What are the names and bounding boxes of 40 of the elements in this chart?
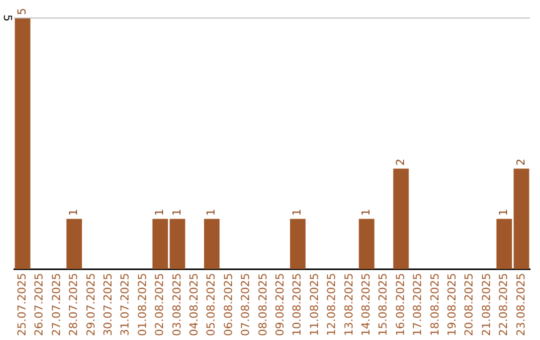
x-tick-label: 23.08.2025 [514,273,528,336]
data-label: 2 [394,158,407,166]
data-label: 1 [359,208,372,216]
x-tick-label: 31.07.2025 [118,273,132,336]
x-tick-label: 28.07.2025 [67,273,80,336]
x-tick-label: 06.08.2025 [222,273,235,336]
x-tick-label: 20.08.2025 [462,273,476,336]
x-tick-label: 09.08.2025 [273,273,286,336]
x-tick-label: 04.08.2025 [187,273,200,336]
x-tick-label: 03.08.2025 [170,273,184,336]
x-tick-label: 07.08.2025 [239,273,252,336]
x-tick-label: 15.08.2025 [376,273,390,336]
x-tick-label: 12.08.2025 [325,273,338,336]
x-tick-label: 18.08.2025 [428,273,442,336]
x-tick-label: 19.08.2025 [445,273,458,336]
data-label: 1 [67,208,80,216]
data-label: 1 [497,208,510,216]
x-tick-label: 25.07.2025 [15,273,28,336]
x-tick-label: 11.08.2025 [308,273,321,336]
x-tick-label: 02.08.2025 [153,273,166,336]
data-label: 1 [153,208,166,216]
x-tick-label: 10.08.2025 [290,273,304,336]
x-tick-label: 13.08.2025 [342,273,356,336]
x-tick-label: 26.07.2025 [32,273,46,336]
x-tick-label: 05.08.2025 [204,273,218,336]
data-label: 2 [514,158,528,166]
data-label: 5 [1,14,14,22]
x-tick-label: 16.08.2025 [394,273,407,336]
x-tick-label: 30.07.2025 [101,273,114,336]
x-tick-label: 14.08.2025 [359,273,372,336]
x-tick-label: 17.08.2025 [411,273,424,336]
data-label: 1 [290,208,304,216]
x-tick-label: 08.08.2025 [256,273,270,336]
data-label: 1 [204,208,218,216]
x-tick-label: 29.07.2025 [84,273,98,336]
data-label: 1 [170,208,184,216]
x-tick-label: 27.07.2025 [50,273,63,336]
x-tick-label: 22.08.2025 [497,273,510,336]
x-tick-label: 21.08.2025 [480,273,493,336]
x-tick-label: 01.08.2025 [136,273,149,336]
